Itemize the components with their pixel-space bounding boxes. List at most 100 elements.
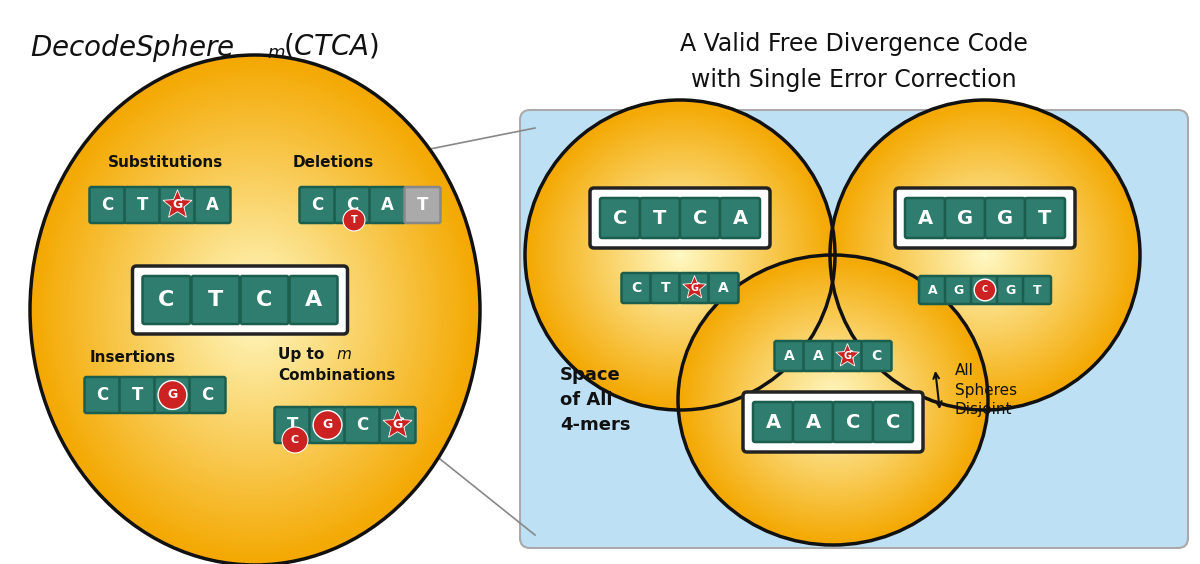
Ellipse shape: [41, 67, 469, 553]
Ellipse shape: [820, 387, 847, 413]
Ellipse shape: [216, 266, 294, 354]
Text: G: G: [320, 416, 335, 434]
Ellipse shape: [854, 125, 1115, 385]
FancyBboxPatch shape: [289, 276, 337, 324]
Ellipse shape: [646, 221, 714, 289]
Ellipse shape: [197, 244, 313, 376]
Ellipse shape: [890, 160, 1080, 350]
FancyBboxPatch shape: [971, 276, 998, 304]
Ellipse shape: [784, 354, 883, 446]
Ellipse shape: [972, 243, 997, 267]
Ellipse shape: [67, 98, 443, 522]
Ellipse shape: [64, 92, 446, 527]
Text: Space
of All
4-mers: Space of All 4-mers: [560, 366, 630, 434]
Ellipse shape: [539, 114, 821, 396]
Ellipse shape: [108, 143, 402, 477]
FancyBboxPatch shape: [680, 198, 720, 238]
Text: A: A: [918, 209, 932, 227]
FancyBboxPatch shape: [590, 188, 770, 248]
Ellipse shape: [826, 393, 841, 407]
Ellipse shape: [228, 279, 282, 341]
Ellipse shape: [251, 305, 259, 315]
Ellipse shape: [84, 116, 426, 504]
Ellipse shape: [875, 145, 1096, 365]
Ellipse shape: [715, 290, 950, 510]
Ellipse shape: [619, 195, 740, 315]
Ellipse shape: [215, 264, 295, 356]
Ellipse shape: [730, 303, 937, 497]
Ellipse shape: [955, 226, 1014, 284]
Ellipse shape: [827, 394, 839, 406]
Ellipse shape: [902, 173, 1067, 337]
Ellipse shape: [250, 303, 262, 317]
Ellipse shape: [628, 202, 733, 308]
Ellipse shape: [894, 164, 1076, 346]
Ellipse shape: [149, 190, 361, 431]
Ellipse shape: [90, 123, 420, 497]
Ellipse shape: [679, 257, 986, 544]
Ellipse shape: [185, 230, 325, 390]
Ellipse shape: [245, 298, 265, 322]
Ellipse shape: [59, 87, 451, 533]
Ellipse shape: [637, 212, 724, 298]
Ellipse shape: [727, 301, 938, 499]
Text: G: G: [689, 281, 700, 295]
Ellipse shape: [590, 165, 770, 345]
Ellipse shape: [624, 199, 736, 311]
Text: C: C: [871, 349, 882, 363]
Ellipse shape: [864, 134, 1106, 376]
Ellipse shape: [785, 355, 881, 445]
Text: G: G: [391, 416, 404, 434]
Ellipse shape: [550, 125, 810, 385]
Ellipse shape: [804, 372, 863, 428]
Ellipse shape: [984, 253, 986, 257]
Ellipse shape: [30, 55, 480, 564]
Ellipse shape: [793, 362, 874, 438]
FancyBboxPatch shape: [143, 276, 191, 324]
Ellipse shape: [194, 242, 314, 378]
FancyBboxPatch shape: [919, 276, 947, 304]
Ellipse shape: [534, 109, 826, 400]
Ellipse shape: [154, 195, 358, 426]
Text: A: A: [718, 281, 728, 295]
Ellipse shape: [242, 297, 266, 324]
Ellipse shape: [704, 280, 961, 521]
FancyBboxPatch shape: [862, 341, 892, 371]
Ellipse shape: [641, 216, 719, 294]
Ellipse shape: [959, 228, 1012, 281]
Ellipse shape: [238, 289, 274, 331]
Text: G: G: [1006, 284, 1016, 297]
Ellipse shape: [161, 203, 349, 417]
Ellipse shape: [734, 307, 932, 493]
Ellipse shape: [901, 171, 1069, 339]
Ellipse shape: [577, 153, 782, 358]
Ellipse shape: [971, 241, 998, 269]
Text: A Valid Free Divergence Code: A Valid Free Divergence Code: [680, 32, 1028, 56]
Ellipse shape: [775, 346, 890, 453]
Ellipse shape: [859, 130, 1110, 381]
FancyBboxPatch shape: [1022, 276, 1051, 304]
Ellipse shape: [614, 190, 745, 320]
Text: C: C: [692, 209, 707, 227]
Ellipse shape: [565, 140, 794, 369]
Ellipse shape: [608, 184, 751, 327]
Text: Combinations: Combinations: [278, 368, 395, 383]
Ellipse shape: [548, 124, 811, 387]
Ellipse shape: [227, 277, 283, 342]
Ellipse shape: [917, 187, 1054, 323]
Ellipse shape: [662, 238, 697, 272]
Ellipse shape: [53, 81, 457, 540]
Text: C: C: [96, 386, 109, 404]
Ellipse shape: [726, 300, 940, 500]
Ellipse shape: [571, 147, 788, 364]
Ellipse shape: [538, 112, 823, 398]
Text: G: G: [166, 386, 179, 404]
Ellipse shape: [34, 59, 478, 562]
Ellipse shape: [932, 202, 1038, 308]
Ellipse shape: [869, 139, 1102, 371]
Ellipse shape: [696, 272, 970, 527]
Text: A: A: [305, 290, 322, 310]
Ellipse shape: [77, 108, 433, 512]
Ellipse shape: [66, 96, 444, 524]
FancyBboxPatch shape: [520, 110, 1188, 548]
